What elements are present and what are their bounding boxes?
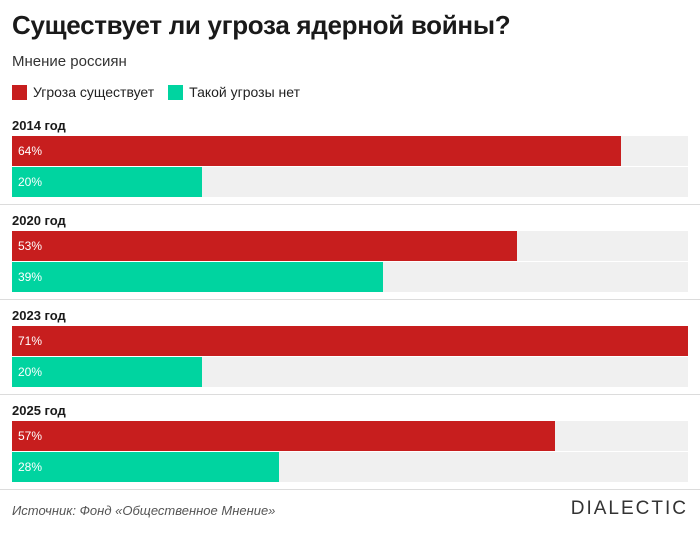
bar-track: 28% — [12, 452, 688, 482]
bar-group: 2020 год 53% 39% — [0, 205, 700, 300]
category-label: 2020 год — [12, 213, 66, 228]
bar-group: 2014 год 64% 20% — [0, 110, 700, 205]
bar-value-label: 28% — [18, 460, 43, 474]
category-label: 2025 год — [12, 403, 66, 418]
legend-item-threat: Угроза существует — [12, 84, 154, 100]
bar-no-threat — [12, 452, 279, 482]
chart-subtitle: Мнение россиян — [12, 53, 127, 70]
category-label: 2014 год — [12, 118, 66, 133]
bar-groups: 2014 год 64% 20% 2020 год 53% 39% 2023 год 71% 2… — [0, 110, 700, 490]
bar-track: 64% — [12, 136, 688, 166]
legend-swatch-threat — [12, 84, 27, 100]
bar-value-label: 57% — [18, 429, 43, 443]
legend-item-no-threat: Такой угрозы нет — [168, 84, 300, 100]
bar-track: 39% — [12, 262, 688, 292]
bar-threat — [12, 421, 555, 451]
bar-track: 57% — [12, 421, 688, 451]
bar-threat — [12, 136, 621, 166]
chart-title: Существует ли угроза ядерной войны? — [12, 10, 511, 40]
brand-logo: DIALECTIC — [570, 498, 688, 519]
bar-threat — [12, 231, 517, 261]
source-note: Источник: Фонд «Общественное Мнение» — [12, 503, 276, 518]
bar-no-threat — [12, 357, 202, 387]
bar-track: 71% — [12, 326, 688, 356]
bar-value-label: 20% — [18, 365, 43, 379]
bar-value-label: 64% — [18, 144, 43, 158]
legend: Угроза существует Такой угрозы нет — [12, 84, 314, 100]
bar-no-threat — [12, 167, 202, 197]
bar-threat — [12, 326, 688, 356]
bar-track: 20% — [12, 357, 688, 387]
legend-label-threat: Угроза существует — [33, 84, 155, 100]
bar-value-label: 71% — [18, 334, 43, 348]
bar-group: 2023 год 71% 20% — [0, 300, 700, 395]
bar-no-threat — [12, 262, 383, 292]
bar-value-label: 39% — [18, 270, 43, 284]
bar-group: 2025 год 57% 28% — [0, 395, 700, 490]
bar-value-label: 20% — [18, 175, 43, 189]
bar-track: 20% — [12, 167, 688, 197]
category-label: 2023 год — [12, 308, 66, 323]
bar-value-label: 53% — [18, 239, 43, 253]
legend-swatch-no-threat — [168, 84, 184, 100]
bar-track: 53% — [12, 231, 688, 261]
legend-label-no-threat: Такой угрозы нет — [189, 84, 301, 100]
